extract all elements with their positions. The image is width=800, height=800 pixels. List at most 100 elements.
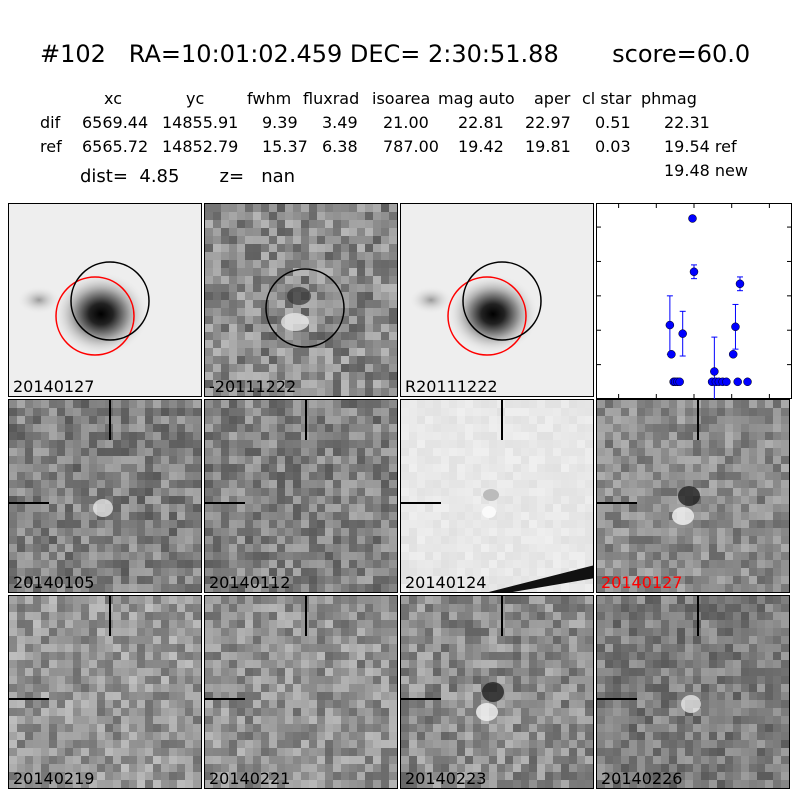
difference-image-panel: -20111222 — [204, 203, 398, 397]
table-cell: 22.31 — [664, 113, 710, 132]
stamp-date-label: 20140223 — [405, 769, 487, 788]
epoch-stamp: 20140124 — [400, 399, 594, 593]
science-image-panel: 20140127 — [8, 203, 202, 397]
stamp-date-label: 20140221 — [209, 769, 291, 788]
table-cell: 15.37 — [262, 137, 308, 156]
stamp-image — [9, 400, 201, 592]
marker-tick-vertical — [501, 596, 503, 636]
table-cell: 19.54 ref — [664, 137, 737, 156]
marker-tick-horizontal — [597, 698, 637, 700]
epoch-stamp: 20140223 — [400, 595, 594, 789]
data-point — [689, 267, 699, 277]
panel-date-label: 20140127 — [13, 377, 95, 396]
data-point — [678, 329, 687, 338]
stamp-date-label: 20140124 — [405, 573, 487, 592]
stamp-image — [205, 596, 397, 788]
table-row-label: dif — [40, 113, 61, 132]
reference-circle — [55, 276, 135, 356]
stamp-image — [401, 400, 593, 592]
data-point — [675, 377, 684, 387]
table-cell: 9.39 — [262, 113, 298, 132]
marker-tick-horizontal — [205, 698, 245, 700]
panel-date-label: R20111222 — [405, 377, 498, 396]
marker-tick-vertical — [109, 596, 111, 636]
table-cell: 19.81 — [525, 137, 571, 156]
table-cell: 6565.72 — [82, 137, 149, 156]
table-header: xc — [104, 89, 122, 108]
data-point — [722, 377, 731, 387]
data-point — [665, 320, 675, 330]
data-point — [710, 367, 719, 376]
table-header: fwhm — [247, 89, 292, 108]
difference-image — [205, 204, 397, 396]
reference-image-panel: R20111222 — [400, 203, 594, 397]
marker-tick-vertical — [305, 596, 307, 636]
stamp-date-label: 20140226 — [601, 769, 683, 788]
table-cell: 22.97 — [525, 113, 571, 132]
new-phmag-value: 19.48 new — [664, 161, 748, 180]
stamp-date-label: 20140127 — [601, 573, 683, 592]
epoch-stamp: 20140226 — [596, 595, 790, 789]
marker-tick-horizontal — [9, 698, 49, 700]
data-point — [735, 279, 745, 289]
science-image — [9, 204, 201, 396]
plot-frame — [596, 203, 792, 399]
table-row-label: ref — [40, 137, 62, 156]
panel-date-label: -20111222 — [209, 377, 297, 396]
reference-image — [401, 204, 593, 396]
table-cell: 6.38 — [322, 137, 358, 156]
marker-tick-horizontal — [401, 698, 441, 700]
stamp-date-label: 20140105 — [13, 573, 95, 592]
table-header: mag auto — [438, 89, 515, 108]
table-header: isoarea — [372, 89, 431, 108]
stamp-image — [401, 596, 593, 788]
table-cell: 3.49 — [322, 113, 358, 132]
light-curve-plot: 212223242526-100-50050100 — [596, 203, 792, 399]
epoch-stamp: 20140219 — [8, 595, 202, 789]
stamp-date-label: 20140219 — [13, 769, 95, 788]
table-header: yc — [186, 89, 205, 108]
epoch-stamp: 20140127 — [596, 399, 790, 593]
table-header: cl star — [582, 89, 632, 108]
marker-tick-horizontal — [597, 502, 637, 504]
epoch-stamp: 20140112 — [204, 399, 398, 593]
epoch-stamp: 20140221 — [204, 595, 398, 789]
data-point — [731, 322, 740, 332]
distance-redshift-line: dist= 4.85 z= nan — [80, 166, 296, 187]
marker-tick-vertical — [697, 400, 699, 440]
marker-tick-horizontal — [205, 502, 245, 504]
stamp-date-label: 20140112 — [209, 573, 291, 592]
marker-tick-horizontal — [9, 502, 49, 504]
detection-circle — [265, 268, 345, 348]
detection-circle — [462, 261, 542, 341]
table-cell: 22.81 — [458, 113, 504, 132]
stamp-image — [597, 400, 789, 592]
table-header: phmag — [641, 89, 697, 108]
data-point — [733, 377, 742, 387]
candidate-title: #102 RA=10:01:02.459 DEC= 2:30:51.88 sco… — [40, 40, 751, 68]
data-point — [667, 350, 676, 359]
data-point — [743, 377, 752, 387]
data-point — [728, 350, 738, 359]
epoch-stamp: 20140105 — [8, 399, 202, 593]
data-point — [688, 214, 697, 223]
table-header: aper — [534, 89, 571, 108]
table-cell: 0.51 — [595, 113, 631, 132]
table-cell: 19.42 — [458, 137, 504, 156]
table-header: fluxrad — [303, 89, 360, 108]
table-cell: 14855.91 — [162, 113, 239, 132]
marker-tick-vertical — [305, 400, 307, 440]
stamp-image — [9, 596, 201, 788]
table-cell: 787.00 — [383, 137, 439, 156]
detection-circle — [70, 261, 150, 341]
table-cell: 14852.79 — [162, 137, 239, 156]
stamp-image — [597, 596, 789, 788]
table-cell: 6569.44 — [82, 113, 149, 132]
marker-tick-vertical — [501, 400, 503, 440]
marker-tick-vertical — [697, 596, 699, 636]
reference-circle — [447, 276, 527, 356]
stamp-image — [205, 400, 397, 592]
table-cell: 0.03 — [595, 137, 631, 156]
marker-tick-horizontal — [401, 502, 441, 504]
table-cell: 21.00 — [383, 113, 429, 132]
